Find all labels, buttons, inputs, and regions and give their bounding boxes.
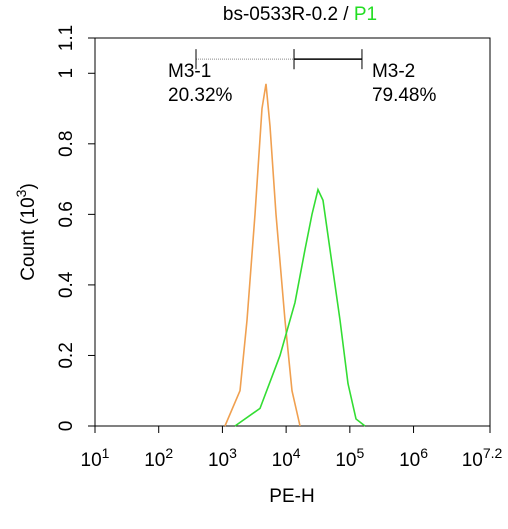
plot-frame	[94, 37, 491, 427]
y-tick-label: 0	[56, 421, 77, 432]
x-tick-label: 107.2	[462, 445, 503, 471]
x-tick-label: 103	[208, 445, 237, 471]
y-tick-label: 0.6	[56, 201, 77, 227]
y-tick-label: 1.1	[56, 25, 77, 51]
y-tick-label: 1	[56, 68, 77, 79]
gate-percent: 20.32%	[168, 85, 233, 106]
histogram-line	[224, 83, 301, 427]
y-tick-label: 0.4	[56, 271, 77, 298]
gate-name: M3-1	[168, 61, 211, 82]
x-tick-label: 104	[272, 445, 301, 471]
gate-name: M3-2	[372, 61, 415, 82]
x-tick-label: 101	[81, 445, 110, 471]
chart-title: bs-0533R-0.2 / P1	[223, 4, 377, 25]
histogram-line	[234, 187, 366, 427]
y-tick-label: 0.8	[56, 131, 77, 157]
x-tick-label: 105	[335, 445, 364, 471]
y-tick-label: 0.2	[56, 342, 77, 368]
gate-percent: 79.48%	[372, 85, 437, 106]
x-tick-label: 102	[144, 445, 173, 471]
x-axis-label: PE-H	[269, 486, 314, 507]
y-axis-label: Count (103)	[13, 183, 39, 281]
x-tick-label: 106	[399, 445, 428, 471]
